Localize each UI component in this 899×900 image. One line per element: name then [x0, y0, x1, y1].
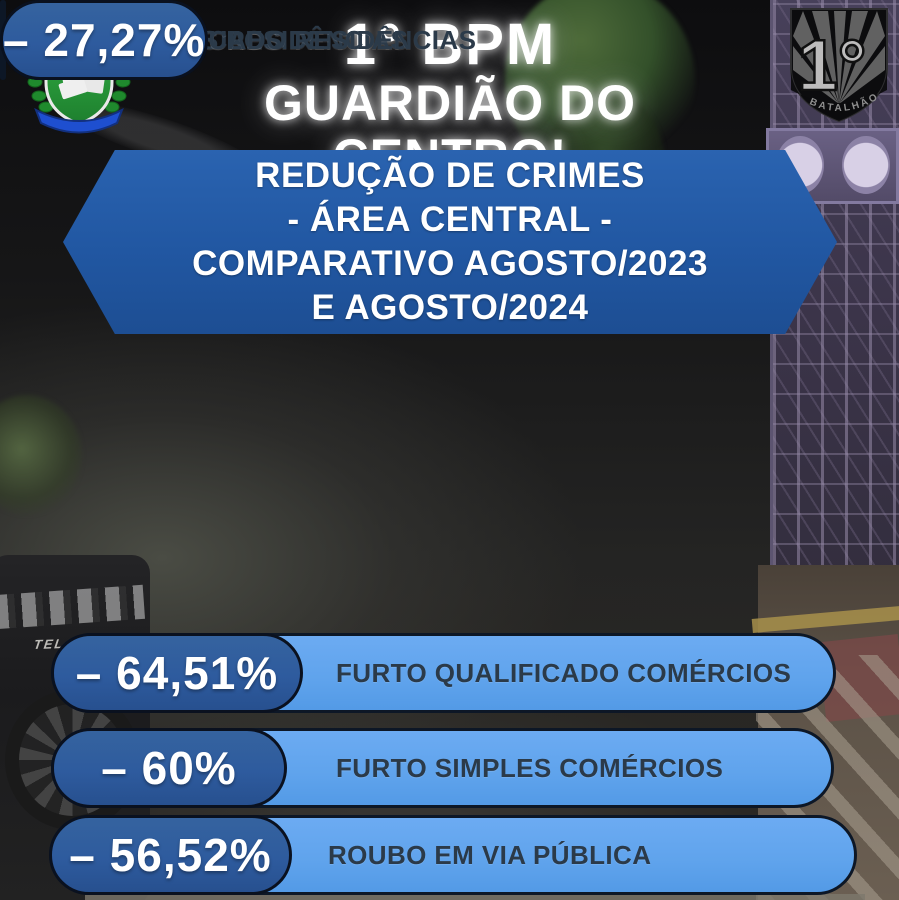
- clock-face: [842, 136, 890, 194]
- ribbon: [34, 107, 124, 134]
- stat-row: ROUBO EM VIA PÚBLICA – 56,52%: [49, 815, 857, 895]
- banner-line: - ÁREA CENTRAL -: [287, 200, 613, 239]
- banner-line: COMPARATIVO AGOSTO/2023: [192, 244, 708, 283]
- title-line-1: 1° BPM: [343, 12, 557, 77]
- battalion-badge-icon: 1° BATALHÃO: [790, 8, 888, 123]
- sidewalk-strip: [85, 894, 865, 900]
- percent-value: – 56,52%: [69, 829, 272, 881]
- percent-pill: – 60%: [51, 728, 287, 808]
- percent-pill: – 56,52%: [49, 815, 292, 895]
- stat-row: FURTO QUALIFICADO COMÉRCIOS – 64,51%: [51, 633, 836, 713]
- banner-line: REDUÇÃO DE CRIMES: [255, 156, 645, 195]
- percent-value: – 64,51%: [75, 647, 279, 699]
- subtitle-banner: REDUÇÃO DE CRIMES - ÁREA CENTRAL - COMPA…: [63, 150, 837, 334]
- percent-value: – 60%: [101, 742, 237, 794]
- crime-label: ROUBO EM VIA PÚBLICA: [328, 839, 652, 870]
- badge-number: 1°: [798, 26, 867, 106]
- sunburst-rays: [793, 11, 885, 104]
- percent-pill: – 64,51%: [51, 633, 303, 713]
- banner-line: E AGOSTO/2024: [311, 288, 589, 327]
- crime-label: FURTO QUALIFICADO COMÉRCIOS: [336, 657, 792, 688]
- tree-foliage: [0, 395, 82, 515]
- percent-pill: – 27,27%: [0, 0, 209, 80]
- crime-label: FURTO SIMPLES COMÉRCIOS: [336, 752, 724, 783]
- stat-row: FURTO SIMPLES COMÉRCIOS – 60%: [51, 728, 834, 808]
- percent-value: – 27,27%: [3, 14, 206, 66]
